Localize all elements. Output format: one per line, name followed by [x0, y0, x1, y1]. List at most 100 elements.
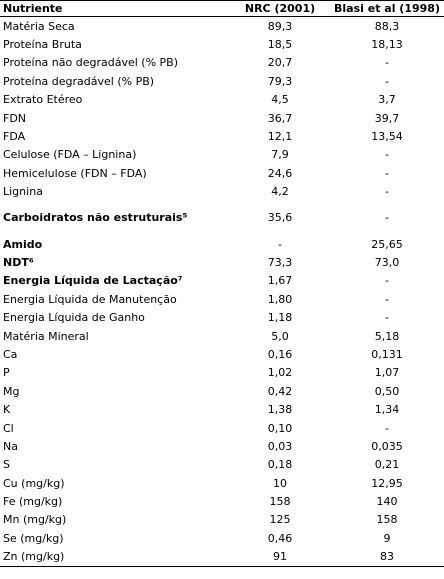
value-cell: 20,7 [267, 56, 293, 70]
value-cell: 5,0 [271, 329, 289, 343]
row-label: Celulose (FDA – Lignina) [3, 148, 137, 162]
table-row: Ca 0,16 0,131 [0, 345, 444, 363]
row-label: Cl [3, 421, 14, 435]
value-cell: 91 [230, 547, 330, 567]
value-cell: 79,3 [267, 74, 293, 88]
value-cell: 4,5 [271, 93, 289, 107]
table-row: Zn (mg/kg) 91 83 [0, 547, 444, 567]
table-row: Carboidratos não estruturais⁵ 35,6 - [0, 201, 444, 235]
table-row: Matéria Seca 89,3 88,3 [0, 17, 444, 36]
row-label: Fe (mg/kg) [3, 495, 63, 509]
value-cell: - [385, 292, 389, 306]
row-label: Mg [3, 384, 20, 398]
value-cell: - [385, 211, 389, 225]
row-label: Mn (mg/kg) [3, 513, 67, 527]
value-cell: - [385, 274, 389, 288]
value-cell: 39,7 [374, 111, 400, 125]
value-cell: 18,5 [267, 38, 293, 52]
value-cell: 1,07 [374, 366, 400, 380]
value-cell: 1,67 [267, 274, 293, 288]
row-label: Matéria Seca [3, 19, 75, 33]
nutrient-table: Nutriente NRC (2001) Blasi et al (1998) Ma… [0, 0, 444, 567]
row-label: Na [3, 439, 18, 453]
table-row: Energia Líquida de Manutenção 1,80 - [0, 290, 444, 308]
row-label: Ca [3, 347, 18, 361]
value-cell: 4,2 [271, 185, 289, 199]
value-cell: 88,3 [374, 19, 400, 33]
row-label: Lignina [3, 185, 43, 199]
row-label: Zn (mg/kg) [0, 547, 230, 567]
row-label: S [3, 458, 10, 472]
value-cell: - [385, 148, 389, 162]
table-row: Energia Líquida de Lactação⁷ 1,67 - [0, 272, 444, 290]
value-cell: 83 [330, 547, 444, 567]
value-cell: 73,3 [267, 255, 293, 269]
row-label: Proteína degradável (% PB) [3, 74, 155, 88]
value-cell: 140 [376, 495, 398, 509]
table-row: Lignina 4,2 - [0, 183, 444, 201]
value-cell: 125 [269, 513, 291, 527]
value-cell: 1,18 [267, 311, 293, 325]
value-cell: 0,46 [267, 531, 293, 545]
header-row: Nutriente NRC (2001) Blasi et al (1998) [0, 0, 444, 17]
header-cell: Blasi et al (1998) [330, 0, 444, 17]
table-row: Cu (mg/kg) 10 12,95 [0, 474, 444, 492]
header-cell: Nutriente [0, 0, 230, 17]
value-cell: 0,42 [267, 384, 293, 398]
table-row: Proteína degradável (% PB) 79,3 - [0, 72, 444, 90]
row-label: Matéria Mineral [3, 329, 89, 343]
row-label: NDT⁶ [3, 255, 34, 269]
value-cell: 89,3 [267, 19, 293, 33]
row-label: Amido [3, 237, 43, 251]
table-row: Proteína Bruta 18,5 18,13 [0, 35, 444, 53]
value-cell: 25,65 [371, 237, 403, 251]
value-cell: 1,02 [267, 366, 293, 380]
table-row: K 1,38 1,34 [0, 400, 444, 418]
table-row: Na 0,03 0,035 [0, 437, 444, 455]
row-label: Cu (mg/kg) [3, 476, 65, 490]
value-cell: 35,6 [267, 211, 293, 225]
row-label: Extrato Etéreo [3, 93, 83, 107]
row-label: Carboidratos não estruturais⁵ [0, 201, 230, 235]
row-label: FDN [3, 111, 27, 125]
table-row: Mg 0,42 0,50 [0, 382, 444, 400]
value-cell: 73,0 [374, 255, 400, 269]
value-cell: 0,035 [371, 439, 403, 453]
value-cell: - [385, 311, 389, 325]
table-row: Fe (mg/kg) 158 140 [0, 492, 444, 510]
value-cell: - [385, 56, 389, 70]
table-row: Hemicelulose (FDN – FDA) 24,6 - [0, 164, 444, 182]
value-cell: 0,16 [267, 347, 293, 361]
value-cell: 18,13 [371, 38, 403, 52]
table-row: Matéria Mineral 5,0 5,18 [0, 327, 444, 345]
row-label-text: Carboidratos não estruturais⁵ [3, 211, 188, 225]
value-cell: 12,95 [371, 476, 403, 490]
value-cell: 158 [376, 513, 398, 527]
table-body: Matéria Seca 89,3 88,3 Proteína Bruta 18,5 18… [0, 17, 444, 567]
table-row: Energia Líquida de Ganho 1,18 - [0, 308, 444, 326]
row-label: P [3, 366, 10, 380]
row-label: Energia Líquida de Lactação⁷ [3, 274, 183, 288]
table-row: FDN 36,7 39,7 [0, 109, 444, 127]
row-label: Se (mg/kg) [3, 531, 64, 545]
table-row: Extrato Etéreo 4,5 3,7 [0, 91, 444, 109]
row-label: Proteína não degradável (% PB) [3, 56, 178, 70]
table-row: FDA 12,1 13,54 [0, 127, 444, 145]
value-cell: 0,10 [267, 421, 293, 435]
value-cell: 7,9 [271, 148, 289, 162]
value-cell: 1,38 [267, 403, 293, 417]
table-row: NDT⁶ 73,3 73,0 [0, 253, 444, 271]
value-cell: - [385, 421, 389, 435]
value-cell: 3,7 [378, 93, 396, 107]
value-cell: 9 [383, 531, 391, 545]
value-cell: 10 [273, 476, 287, 490]
value-cell: 1,80 [267, 292, 293, 306]
table-row: S 0,18 0,21 [0, 456, 444, 474]
value-cell: 5,18 [374, 329, 400, 343]
table-row: Celulose (FDA – Lignina) 7,9 - [0, 146, 444, 164]
value-cell: - [385, 185, 389, 199]
header-cell: NRC (2001) [230, 0, 330, 17]
value-cell: 36,7 [267, 111, 293, 125]
value-cell: - [385, 166, 389, 180]
